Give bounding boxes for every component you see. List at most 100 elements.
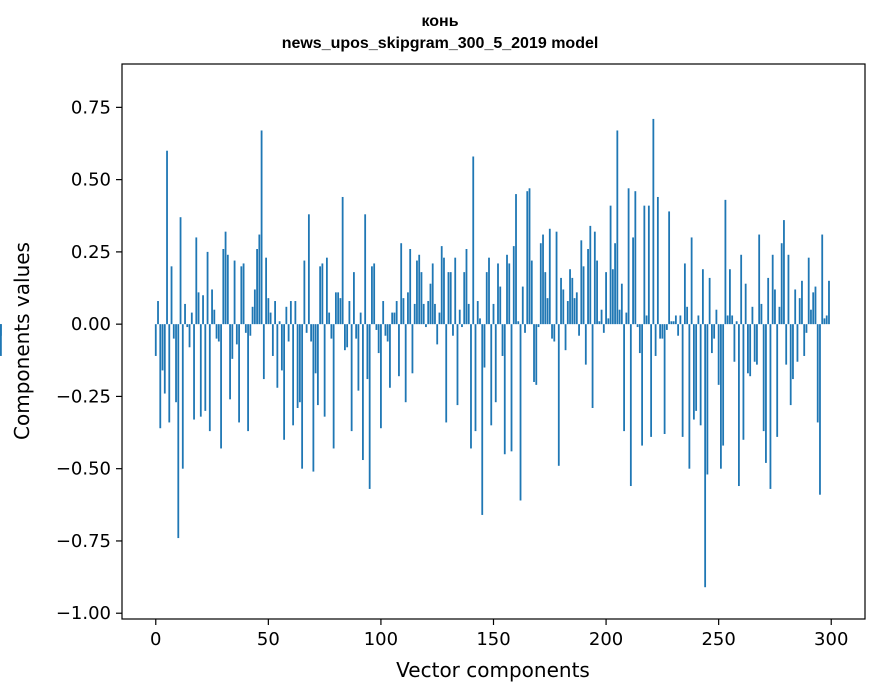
- bar: [738, 324, 740, 487]
- bar: [283, 324, 286, 440]
- bar: [524, 324, 526, 333]
- bar: [220, 324, 222, 449]
- bar: [546, 298, 549, 325]
- bar: [792, 324, 794, 380]
- bar: [472, 156, 475, 325]
- bar: [400, 243, 403, 325]
- bar: [271, 324, 274, 356]
- bar: [384, 324, 387, 336]
- bar: [488, 257, 490, 325]
- bar: [166, 150, 168, 325]
- bar: [636, 324, 639, 328]
- bar: [247, 324, 249, 432]
- bar: [231, 324, 234, 359]
- bar: [731, 315, 734, 325]
- bar: [717, 324, 720, 385]
- bar: [206, 251, 209, 325]
- bar: [661, 324, 664, 339]
- bar: [623, 324, 625, 432]
- bar: [638, 324, 641, 354]
- bar: [699, 324, 702, 426]
- bar: [591, 324, 594, 408]
- bar: [161, 324, 164, 371]
- x-tick-label: 50: [257, 629, 280, 650]
- bar: [767, 277, 770, 325]
- bar: [735, 321, 738, 325]
- bar: [267, 298, 270, 325]
- bar: [771, 254, 774, 325]
- bar: [542, 234, 544, 325]
- bar: [560, 277, 562, 325]
- bar: [566, 301, 569, 325]
- bar: [521, 286, 524, 325]
- y-tick-label: 0.00: [71, 314, 111, 335]
- bar: [828, 280, 830, 325]
- y-tick-label: −1.00: [56, 603, 111, 624]
- bar: [780, 243, 783, 325]
- bar: [341, 196, 344, 325]
- bar: [825, 315, 828, 325]
- bar: [364, 214, 367, 325]
- bar: [217, 324, 220, 342]
- bar: [751, 306, 754, 325]
- bar: [310, 324, 313, 342]
- bar: [645, 315, 648, 325]
- bar: [674, 315, 677, 325]
- bar: [598, 321, 601, 325]
- bar: [339, 298, 342, 325]
- chart-title: конь: [421, 13, 459, 30]
- bar: [704, 324, 707, 588]
- bar: [422, 303, 425, 325]
- x-axis-label: Vector components: [396, 658, 590, 682]
- bar: [380, 324, 382, 429]
- bar: [582, 266, 585, 325]
- bar: [249, 324, 252, 336]
- bar: [670, 321, 673, 325]
- bar: [458, 309, 461, 325]
- bar: [611, 269, 614, 325]
- bar: [454, 257, 457, 325]
- bar: [350, 324, 353, 432]
- bar: [168, 324, 171, 423]
- bar: [501, 324, 504, 356]
- bar: [177, 324, 180, 539]
- bar: [316, 324, 319, 406]
- bar: [762, 324, 765, 432]
- bar: [681, 324, 684, 437]
- bar: [810, 309, 812, 325]
- bar: [170, 266, 173, 325]
- bar: [391, 312, 394, 325]
- bar: [386, 324, 389, 342]
- bar: [337, 292, 340, 325]
- bar: [683, 263, 686, 325]
- bar: [307, 214, 310, 325]
- bar: [535, 324, 538, 385]
- bar: [368, 324, 371, 489]
- bar: [749, 324, 752, 377]
- bar: [377, 324, 380, 354]
- bar: [724, 199, 727, 325]
- bar: [359, 312, 362, 325]
- bar: [355, 324, 358, 339]
- x-axis: 0 50 100 150 200 250 300: [150, 619, 848, 650]
- bar: [720, 324, 722, 469]
- bar: [596, 260, 598, 325]
- bar: [652, 118, 655, 325]
- bar: [765, 324, 767, 463]
- bar: [506, 254, 508, 325]
- bar: [389, 324, 391, 388]
- bar: [823, 318, 826, 325]
- bar: [692, 324, 695, 420]
- bar: [456, 324, 459, 406]
- bar: [467, 303, 470, 325]
- bar: [319, 266, 322, 325]
- bar: [564, 324, 567, 351]
- bar: [686, 306, 689, 325]
- bar: [348, 301, 351, 325]
- bar: [539, 243, 542, 325]
- bar: [0, 324, 2, 336]
- bar: [593, 231, 596, 325]
- bar: [533, 324, 535, 382]
- bar: [753, 324, 756, 362]
